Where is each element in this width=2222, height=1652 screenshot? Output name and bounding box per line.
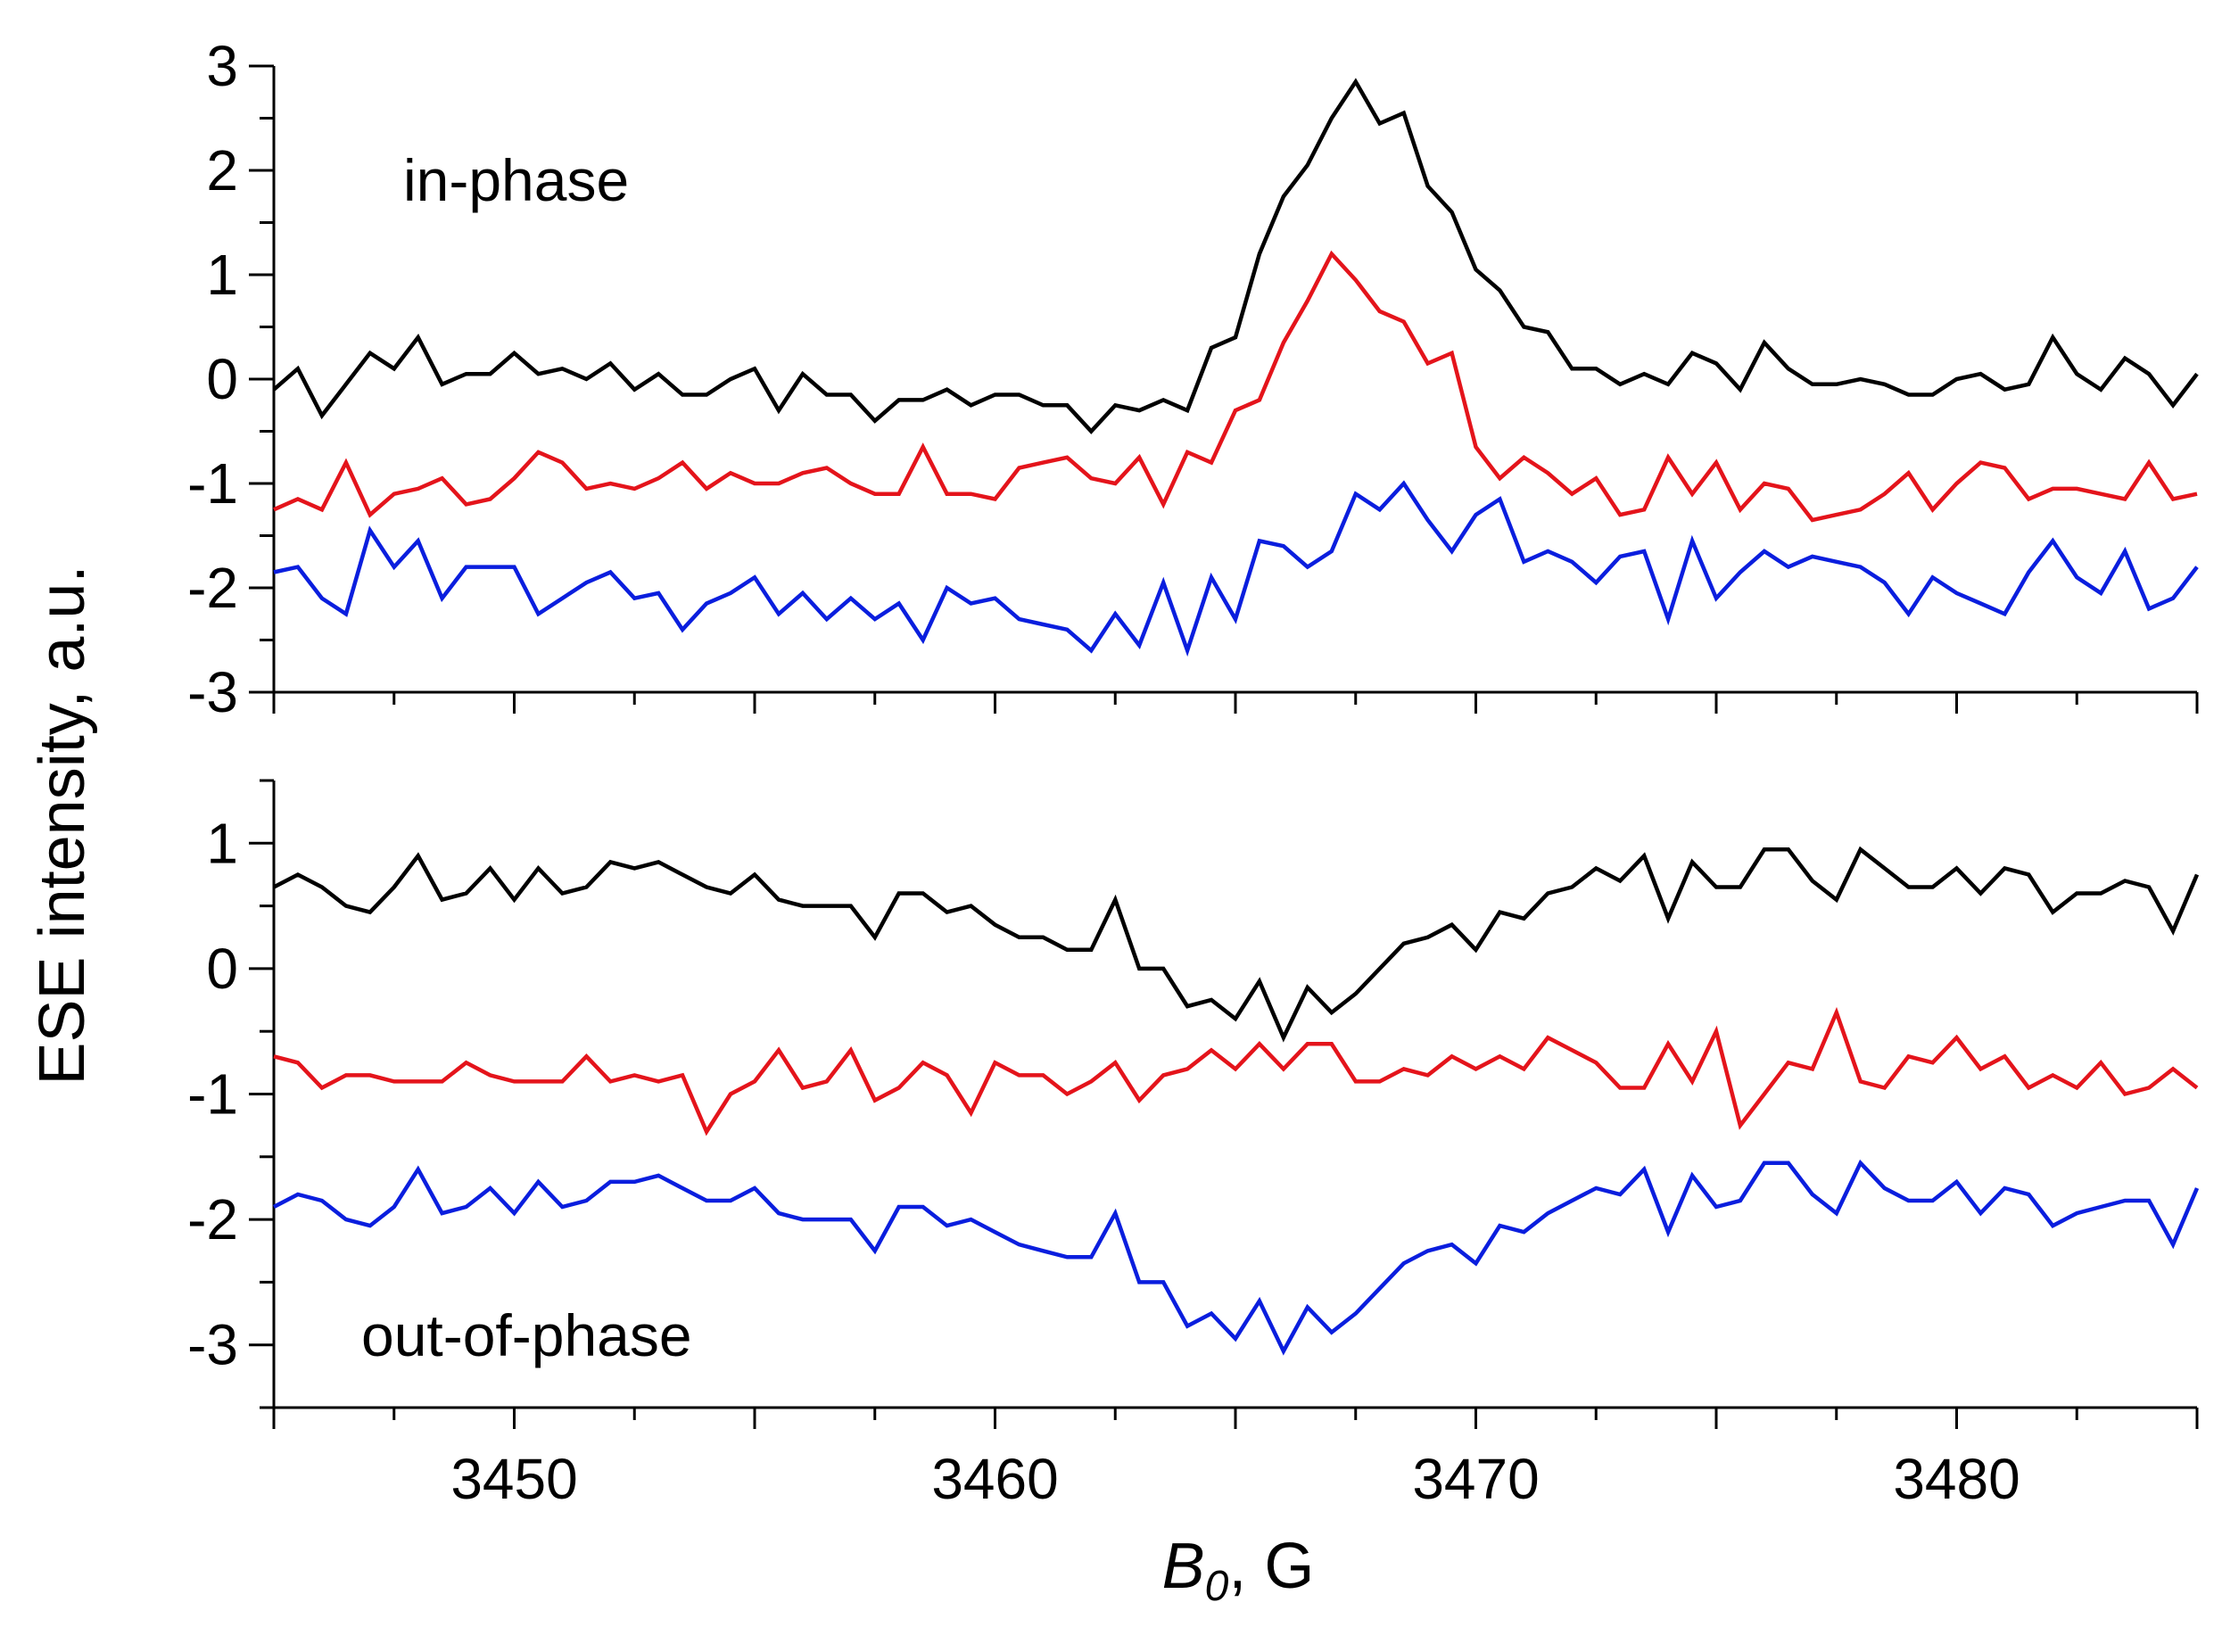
y-tick-label-top: 1 (206, 243, 238, 307)
x-tick-label: 3480 (1893, 1447, 2020, 1511)
series-blue-top (273, 480, 2199, 657)
x-tick-label: 3450 (450, 1447, 577, 1511)
y-tick-label-bottom: 1 (206, 811, 238, 875)
y-tick-label-top: 2 (206, 138, 238, 202)
x-axis-label-subscript: 0 (1205, 1563, 1229, 1610)
x-axis-label: B0, G (1162, 1531, 1315, 1610)
x-tick-label: 3460 (931, 1447, 1058, 1511)
y-tick-label-top: -3 (187, 660, 238, 724)
y-tick-label-top: -1 (187, 451, 238, 516)
y-tick-label-top: -2 (187, 556, 238, 620)
panel-in-phase: -3 -2 -1 0 1 2 3 (187, 34, 2199, 724)
y-tick-label-bottom: -1 (187, 1062, 238, 1127)
y-tick-label-bottom: -2 (187, 1187, 238, 1251)
x-axis: 3450 3460 3470 3480 (450, 1447, 2020, 1511)
panel-annotation-in-phase: in-phase (403, 147, 629, 213)
x-axis-label-unit: , G (1228, 1531, 1314, 1602)
series-black-top (272, 78, 2199, 434)
y-tick-label-top: 0 (206, 347, 238, 411)
x-tick-label: 3470 (1412, 1447, 1539, 1511)
y-tick-label-bottom: 0 (206, 937, 238, 1001)
series-red-top (273, 250, 2198, 523)
y-axis-label: ESE intensity, a.u. (27, 566, 98, 1086)
series-blue-bottom (272, 1159, 2200, 1356)
y-tick-label-top: 3 (206, 34, 238, 98)
series-black-bottom (272, 846, 2200, 1043)
panel-annotation-out-of-phase: out-of-phase (361, 1302, 692, 1368)
series-red-bottom (273, 1006, 2199, 1136)
x-axis-label-symbol: B (1162, 1531, 1205, 1602)
y-tick-label-bottom: -3 (187, 1313, 238, 1377)
panel-out-of-phase: -3 -2 -1 0 1 (187, 779, 2200, 1429)
